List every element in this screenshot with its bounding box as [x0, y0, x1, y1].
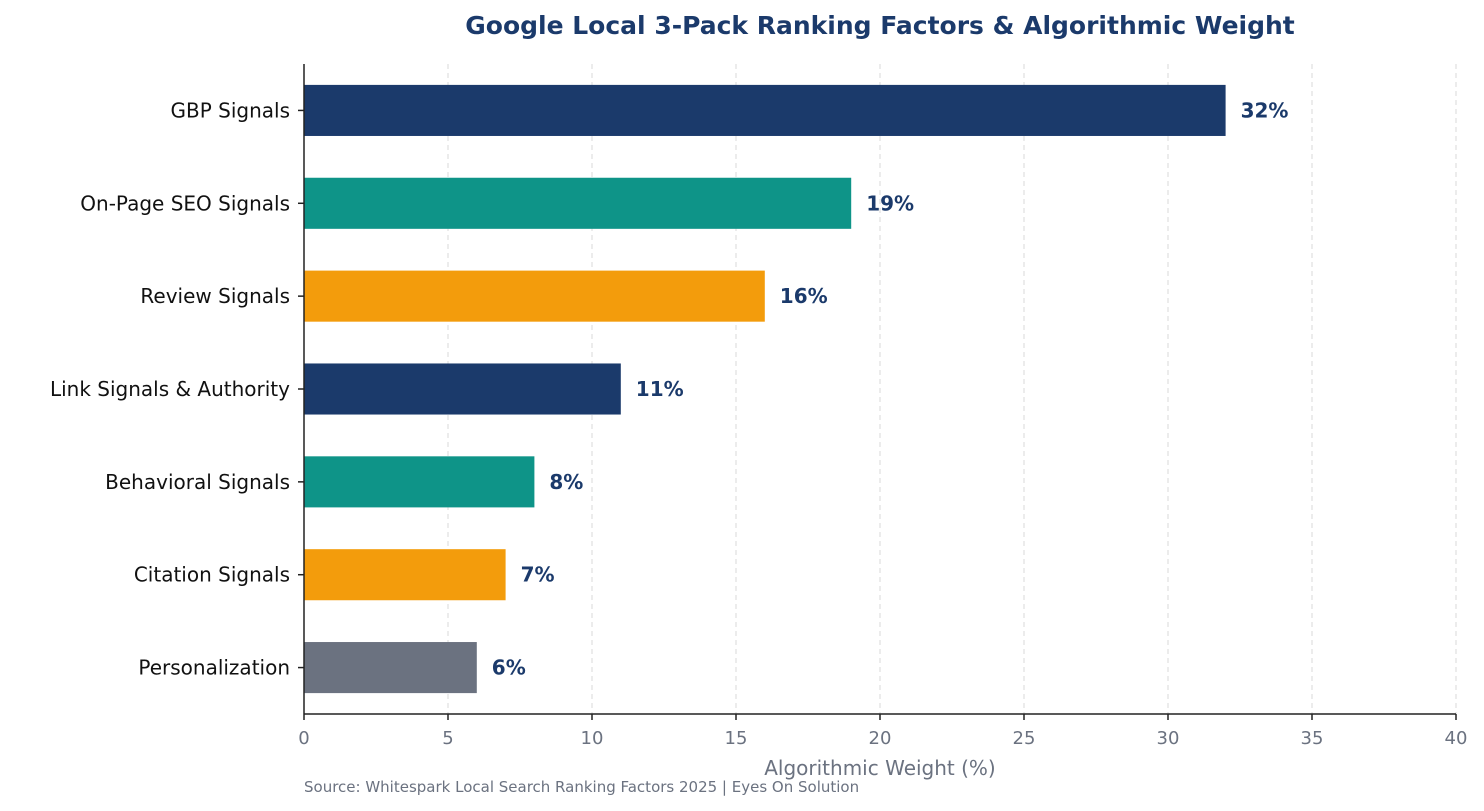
x-tick-label: 25	[1013, 728, 1036, 749]
value-label: 19%	[866, 191, 914, 215]
value-label: 32%	[1241, 98, 1289, 122]
bar	[304, 549, 506, 601]
bar	[304, 642, 477, 694]
value-labels: 32% 19% 16% 11% 8% 7% 6%	[492, 98, 1289, 679]
x-tick-label: 35	[1301, 728, 1324, 749]
category-label: Personalization	[138, 656, 290, 680]
value-label: 11%	[636, 377, 684, 401]
value-label: 8%	[549, 470, 583, 494]
category-label: Link Signals & Authority	[50, 377, 290, 401]
chart-title: Google Local 3-Pack Ranking Factors & Al…	[465, 11, 1295, 40]
value-label: 16%	[780, 284, 828, 308]
category-label: GBP Signals	[171, 98, 291, 122]
x-axis-label: Algorithmic Weight (%)	[764, 756, 996, 780]
bar	[304, 270, 765, 322]
category-label: On-Page SEO Signals	[80, 191, 290, 215]
x-tick-label: 0	[298, 728, 309, 749]
category-label: Behavioral Signals	[105, 470, 290, 494]
bar	[304, 84, 1226, 136]
x-tick-label: 5	[442, 728, 453, 749]
value-label: 6%	[492, 656, 526, 680]
bar	[304, 363, 621, 415]
source-note: Source: Whitespark Local Search Ranking …	[304, 778, 859, 796]
x-tick-label: 40	[1445, 728, 1468, 749]
x-tick-label: 15	[725, 728, 748, 749]
gridlines	[447, 64, 1457, 714]
axes	[298, 64, 1457, 720]
x-tick-label: 30	[1157, 728, 1180, 749]
x-tick-label: 10	[581, 728, 604, 749]
bars	[304, 84, 1226, 694]
bar	[304, 456, 535, 508]
category-label: Review Signals	[140, 284, 290, 308]
x-tick-labels: 0 5 10 15 20 25 30 35 40	[298, 728, 1467, 749]
value-label: 7%	[521, 563, 555, 587]
bar	[304, 177, 852, 229]
category-labels: GBP Signals On-Page SEO Signals Review Sig…	[50, 98, 290, 679]
category-label: Citation Signals	[134, 563, 290, 587]
x-tick-label: 20	[869, 728, 892, 749]
